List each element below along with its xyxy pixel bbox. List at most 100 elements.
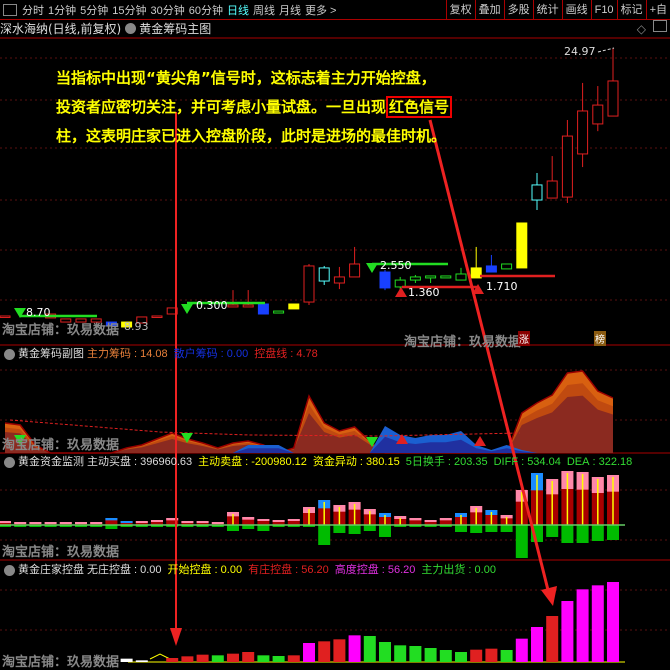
indicator-value: DEA: 322.18 bbox=[566, 456, 633, 468]
indicator-settings-icon[interactable] bbox=[4, 457, 15, 468]
stock-title: 深水海纳(日线,前复权) bbox=[0, 22, 122, 36]
period-tab[interactable]: 1分钟 bbox=[48, 4, 77, 17]
buy-volume-cap bbox=[181, 521, 194, 523]
toolbar-action-button[interactable]: 画线 bbox=[561, 0, 591, 20]
control-bar bbox=[211, 655, 224, 662]
price-label: 1.710 bbox=[486, 280, 518, 293]
indicator-value: 有庄控盘: 56.20 bbox=[248, 564, 329, 576]
annotation-line-1: 当指标中出现“黄尖角”信号时，这标志着主力开始控盘， bbox=[56, 69, 436, 87]
toolbar-action-button[interactable]: 叠加 bbox=[474, 0, 504, 20]
high-price-label: 24.97 bbox=[564, 45, 596, 58]
retail-chip-area bbox=[5, 436, 613, 453]
indicator-value: 高度控盘: 56.20 bbox=[334, 564, 416, 576]
buy-triangle-icon bbox=[14, 308, 26, 318]
indicator-name[interactable]: 黄金资金监测 bbox=[18, 456, 84, 468]
sell-volume-bar bbox=[379, 525, 391, 537]
toolbar-action-button[interactable]: +自 bbox=[645, 0, 670, 20]
buy-volume-cap bbox=[409, 518, 422, 521]
buy-volume-cap bbox=[211, 522, 224, 524]
toolbar-action-button[interactable]: 统计 bbox=[532, 0, 562, 20]
sell-volume-bar bbox=[333, 525, 346, 533]
sell-volume-bar bbox=[196, 525, 209, 527]
buy-triangle-icon bbox=[366, 437, 378, 447]
candle-body bbox=[470, 267, 482, 279]
indicator-name[interactable]: 黄金筹码副图 bbox=[18, 348, 84, 360]
buy-volume-bar bbox=[151, 520, 163, 525]
rise-tag[interactable]: 涨 bbox=[518, 331, 530, 346]
indicator-settings-icon[interactable] bbox=[4, 349, 15, 360]
diamond-icon[interactable]: ◇ bbox=[636, 22, 646, 36]
sell-volume-bar bbox=[227, 525, 239, 531]
toolbar-action-button[interactable]: 多股 bbox=[503, 0, 533, 20]
buy-volume-bar bbox=[166, 518, 179, 525]
control-bar bbox=[120, 658, 133, 662]
period-tab[interactable]: 周线 bbox=[253, 4, 275, 17]
buy-triangle-icon bbox=[14, 435, 26, 445]
candle-body bbox=[607, 80, 619, 117]
control-bar bbox=[363, 636, 376, 662]
candle-body bbox=[501, 263, 513, 270]
sell-volume-bar bbox=[75, 525, 87, 527]
period-tab[interactable]: 30分钟 bbox=[150, 4, 185, 17]
sell-volume-bar bbox=[59, 525, 72, 527]
sell-triangle-icon bbox=[396, 434, 408, 444]
control-bar bbox=[409, 646, 422, 662]
buy-volume-cap bbox=[44, 522, 57, 524]
period-tab[interactable]: 15分钟 bbox=[112, 4, 147, 17]
indicator-name[interactable]: 黄金庄家控盘 bbox=[18, 564, 84, 576]
toolbar-action-button[interactable]: 复权 bbox=[445, 0, 475, 20]
toolbar-action-button[interactable]: 标记 bbox=[616, 0, 646, 20]
control-bar bbox=[561, 601, 574, 662]
sidebar-toggle-icon[interactable] bbox=[3, 3, 17, 16]
watermark: 淘宝店铺：玖易数据 bbox=[2, 545, 120, 560]
candle-body bbox=[105, 321, 117, 327]
candle-body bbox=[440, 275, 452, 279]
indicator-settings-icon[interactable] bbox=[125, 23, 137, 34]
sell-triangle-icon bbox=[472, 284, 484, 294]
candle-body bbox=[409, 276, 421, 281]
candle-body bbox=[379, 271, 391, 289]
sell-volume-bar bbox=[14, 525, 27, 527]
sell-volume-bar bbox=[120, 525, 133, 527]
period-tab[interactable]: 日线 bbox=[227, 4, 249, 17]
buy-volume-bar bbox=[287, 519, 300, 525]
sell-volume-bar bbox=[44, 525, 57, 527]
annotation-line-2: 投资者应密切关注，并可考虑小量试盘。一旦出现 bbox=[56, 98, 387, 116]
toolbar-action-button[interactable]: F10 bbox=[590, 0, 617, 20]
buy-volume-cap bbox=[394, 516, 407, 519]
candle-body bbox=[273, 310, 285, 314]
indicator-value: 5日换手: 203.35 bbox=[405, 456, 488, 468]
indicator-name[interactable]: 黄金筹码主图 bbox=[139, 22, 212, 36]
buy-volume-bar bbox=[105, 518, 118, 525]
period-tab[interactable]: 分时 bbox=[22, 4, 44, 17]
period-tab[interactable]: 5分钟 bbox=[80, 4, 109, 17]
control-bar bbox=[394, 645, 407, 662]
period-tab[interactable]: 月线 bbox=[279, 4, 301, 17]
buy-volume-bar bbox=[409, 518, 422, 525]
period-tab[interactable]: 更多 > bbox=[305, 4, 337, 17]
sell-volume-bar bbox=[500, 525, 513, 532]
control-bar bbox=[333, 639, 346, 662]
candle-body bbox=[577, 110, 589, 155]
control-bar bbox=[272, 656, 285, 662]
period-tab[interactable]: 60分钟 bbox=[188, 4, 223, 17]
candle-body bbox=[166, 307, 178, 315]
buy-volume-bar bbox=[424, 520, 437, 525]
panel-toggle-icon[interactable] bbox=[653, 20, 667, 32]
indicator-value: 控盘线: 4.78 bbox=[254, 348, 318, 360]
candle-body bbox=[257, 303, 269, 315]
indicator-value: 主动买盘: 396960.63 bbox=[87, 456, 193, 468]
control-bar bbox=[546, 616, 559, 662]
main-chip-area bbox=[5, 395, 613, 453]
buy-volume-cap bbox=[500, 515, 513, 519]
rank-tag[interactable]: 榜 bbox=[594, 331, 606, 346]
watermark: 淘宝店铺：玖易数据 bbox=[2, 655, 120, 670]
candle-body bbox=[242, 304, 254, 308]
indicator-value: 主力筹码: 14.08 bbox=[87, 348, 168, 360]
candle-body bbox=[349, 263, 361, 278]
sell-volume-bar bbox=[0, 525, 11, 527]
sell-volume-bar bbox=[348, 525, 361, 534]
indicator-settings-icon[interactable] bbox=[4, 565, 15, 576]
arrow-head-icon bbox=[541, 586, 557, 606]
